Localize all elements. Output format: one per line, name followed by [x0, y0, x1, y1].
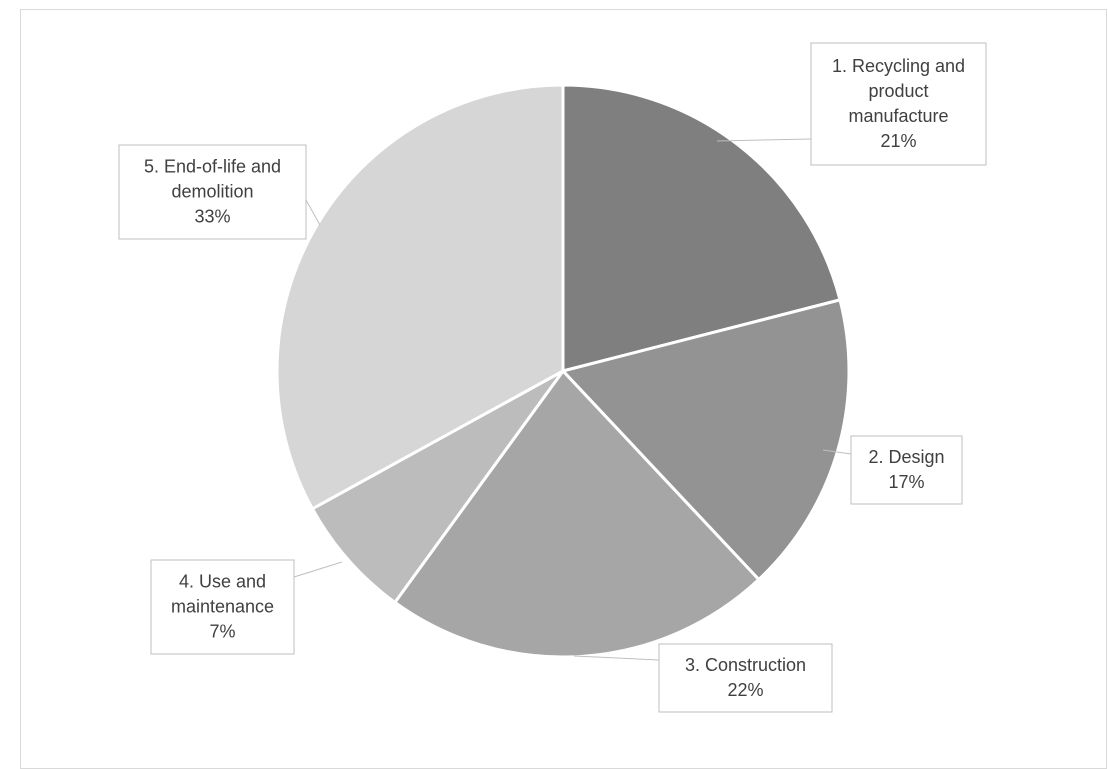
data-label-5: 5. End-of-life and demolition 33%: [118, 144, 307, 240]
leader-line-4: [293, 561, 343, 578]
leader-line-2: [822, 449, 852, 455]
data-label-box: [810, 42, 987, 166]
data-label-box: [150, 559, 295, 655]
data-label-category: 5. End-of-life and: [144, 157, 281, 177]
data-label-value: 17%: [888, 472, 924, 492]
data-label-category: 3. Construction: [685, 655, 806, 675]
data-label-box: [850, 435, 963, 505]
leader-lines: [293, 138, 852, 661]
data-label-category: demolition: [171, 182, 253, 202]
pie-slice-2: [561, 298, 851, 581]
data-label-value: 22%: [727, 680, 763, 700]
data-label-category: product: [868, 81, 928, 101]
data-label-category: 1. Recycling and: [832, 56, 965, 76]
leader-line-3: [573, 655, 660, 661]
pie-slice-1: [561, 83, 842, 373]
data-label-4: 4. Use and maintenance 7%: [150, 559, 295, 655]
data-label-category: manufacture: [848, 106, 948, 126]
data-label-box: [118, 144, 307, 240]
data-label-value: 21%: [880, 131, 916, 151]
data-label-1: 1. Recycling and product manufacture 21%: [810, 42, 987, 166]
data-label-box: [658, 643, 833, 713]
data-label-2: 2. Design 17%: [850, 435, 963, 505]
data-label-category: 4. Use and: [179, 572, 266, 592]
data-label-value: 7%: [209, 622, 235, 642]
pie-slice-5: [275, 83, 565, 511]
data-labels: 1. Recycling and product manufacture 21% 2. …: [118, 42, 987, 713]
leader-line-5: [305, 199, 321, 226]
data-label-3: 3. Construction 22%: [658, 643, 833, 713]
data-label-category: 2. Design: [868, 447, 944, 467]
data-label-category: maintenance: [171, 597, 274, 617]
pie-slice-4: [310, 369, 565, 604]
leader-line-1: [716, 138, 812, 142]
pie-slices: [275, 83, 851, 659]
data-label-value: 33%: [194, 207, 230, 227]
pie-chart: 1. Recycling and product manufacture 21% 2. …: [118, 42, 987, 713]
